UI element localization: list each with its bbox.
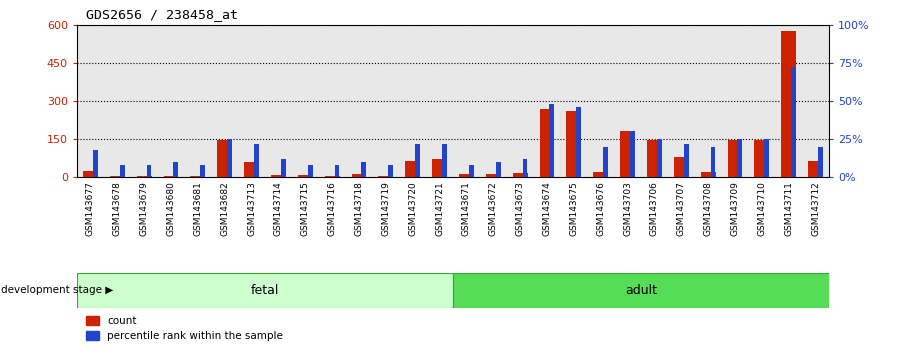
Bar	[657, 139, 661, 177]
Bar	[352, 174, 366, 177]
Bar	[755, 140, 769, 177]
Bar	[630, 131, 635, 177]
Bar	[308, 165, 313, 177]
Text: GSM143718: GSM143718	[354, 182, 363, 236]
Bar	[83, 171, 98, 177]
Bar	[576, 107, 581, 177]
Legend: count, percentile rank within the sample: count, percentile rank within the sample	[82, 312, 287, 345]
Bar	[453, 273, 829, 308]
Bar	[334, 165, 340, 177]
Bar	[684, 143, 689, 177]
Bar	[647, 140, 661, 177]
Text: GSM143680: GSM143680	[167, 182, 176, 236]
Bar	[245, 162, 259, 177]
Bar	[674, 157, 689, 177]
Bar	[523, 159, 527, 177]
Text: GSM143713: GSM143713	[247, 182, 256, 236]
Text: fetal: fetal	[251, 284, 279, 297]
Text: GSM143703: GSM143703	[623, 182, 632, 236]
Bar	[808, 160, 823, 177]
Bar	[120, 165, 124, 177]
Bar	[110, 176, 125, 177]
Text: GSM143719: GSM143719	[381, 182, 390, 236]
Text: GSM143708: GSM143708	[704, 182, 713, 236]
Bar	[818, 147, 823, 177]
Text: GSM143710: GSM143710	[757, 182, 766, 236]
Bar	[781, 31, 796, 177]
Bar	[77, 273, 453, 308]
Bar	[728, 140, 742, 177]
Text: GSM143716: GSM143716	[328, 182, 337, 236]
Bar	[361, 162, 366, 177]
Text: GSM143672: GSM143672	[488, 182, 497, 236]
Bar	[621, 131, 635, 177]
Bar	[271, 175, 285, 177]
Bar	[486, 175, 501, 177]
Text: GSM143706: GSM143706	[650, 182, 659, 236]
Bar	[137, 176, 151, 177]
Text: GSM143679: GSM143679	[140, 182, 149, 236]
Bar	[737, 139, 742, 177]
Bar	[173, 162, 178, 177]
Text: GSM143676: GSM143676	[596, 182, 605, 236]
Text: GSM143673: GSM143673	[516, 182, 525, 236]
Bar	[405, 160, 420, 177]
Bar	[92, 150, 98, 177]
Bar	[164, 176, 178, 177]
Text: GSM143715: GSM143715	[301, 182, 310, 236]
Bar	[549, 104, 554, 177]
Bar	[700, 172, 716, 177]
Text: GSM143712: GSM143712	[811, 182, 820, 236]
Text: GSM143682: GSM143682	[220, 182, 229, 236]
Text: GSM143720: GSM143720	[409, 182, 418, 236]
Text: GSM143674: GSM143674	[543, 182, 552, 236]
Bar	[459, 175, 474, 177]
Bar	[298, 176, 313, 177]
Bar	[190, 176, 206, 177]
Text: GSM143709: GSM143709	[730, 182, 739, 236]
Bar	[468, 165, 474, 177]
Text: GSM143678: GSM143678	[112, 182, 121, 236]
Text: GSM143714: GSM143714	[274, 182, 283, 236]
Text: GSM143671: GSM143671	[462, 182, 471, 236]
Bar	[217, 140, 232, 177]
Bar	[603, 147, 608, 177]
Text: GDS2656 / 238458_at: GDS2656 / 238458_at	[86, 8, 238, 21]
Bar	[254, 143, 259, 177]
Bar	[227, 139, 232, 177]
Bar	[513, 173, 527, 177]
Text: GSM143675: GSM143675	[569, 182, 578, 236]
Text: GSM143707: GSM143707	[677, 182, 686, 236]
Bar	[281, 159, 285, 177]
Text: adult: adult	[625, 284, 657, 297]
Bar	[710, 147, 716, 177]
Text: GSM143721: GSM143721	[435, 182, 444, 236]
Bar	[147, 165, 151, 177]
Text: GSM143681: GSM143681	[193, 182, 202, 236]
Bar	[324, 176, 340, 177]
Bar	[593, 172, 608, 177]
Bar	[566, 111, 582, 177]
Bar	[389, 165, 393, 177]
Bar	[765, 139, 769, 177]
Bar	[791, 67, 796, 177]
Text: GSM143677: GSM143677	[86, 182, 95, 236]
Bar	[379, 176, 393, 177]
Bar	[496, 162, 500, 177]
Bar	[540, 108, 554, 177]
Text: GSM143711: GSM143711	[785, 182, 794, 236]
Bar	[442, 143, 447, 177]
Bar	[415, 143, 420, 177]
Bar	[432, 159, 447, 177]
Text: development stage ▶: development stage ▶	[1, 285, 113, 295]
Bar	[200, 165, 205, 177]
